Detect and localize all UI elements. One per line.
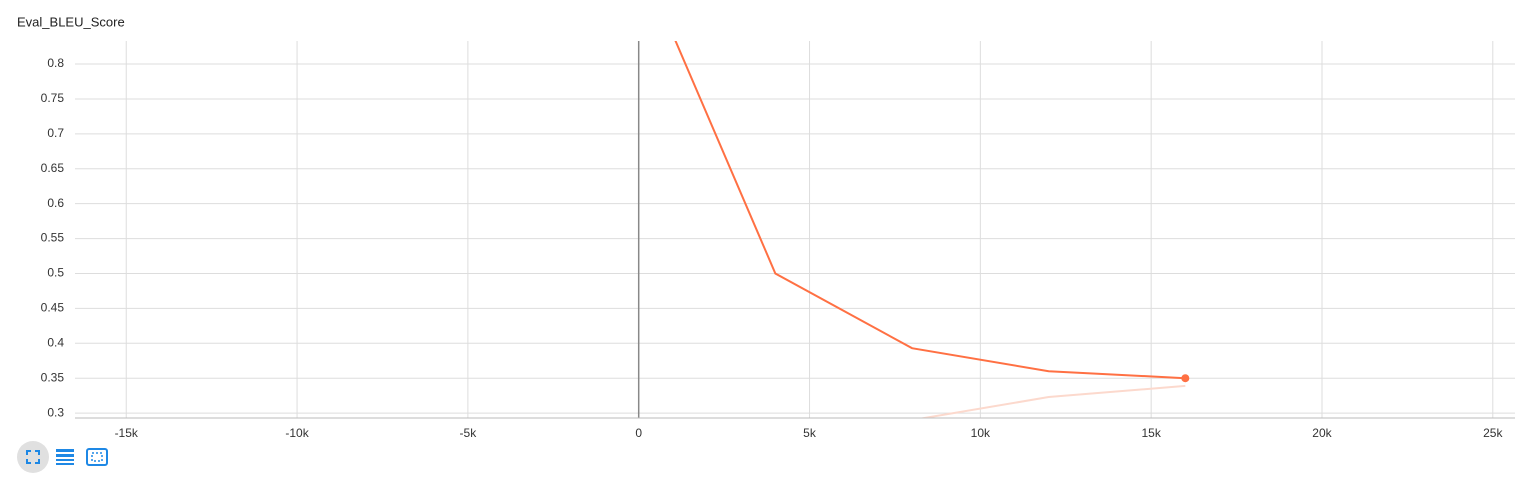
fit-domain-icon <box>26 450 40 464</box>
series-line <box>918 384 1186 418</box>
fit-domain-button[interactable] <box>17 441 49 473</box>
y-tick-label: 0.45 <box>41 301 65 315</box>
y-tick-label: 0.55 <box>41 231 65 245</box>
grid <box>75 41 1515 418</box>
y-tick-label: 0.7 <box>47 126 64 140</box>
x-tick-label: 5k <box>803 426 817 440</box>
series-line <box>674 41 1186 380</box>
y-tick-label: 0.8 <box>47 56 64 70</box>
x-tick-label: 0 <box>635 426 642 440</box>
plot-area <box>674 41 1190 418</box>
x-tick-label: 25k <box>1483 426 1503 440</box>
last-point <box>1181 374 1190 383</box>
x-tick-label: 10k <box>971 426 991 440</box>
y-tick-label: 0.6 <box>47 196 64 210</box>
chart-title: Eval_BLEU_Score <box>17 14 125 29</box>
y-tick-label: 0.5 <box>47 266 64 280</box>
x-tick-label: -15k <box>115 426 139 440</box>
x-tick-label: -10k <box>285 426 309 440</box>
reset-zoom-button[interactable] <box>86 448 108 466</box>
y-tick-label: 0.75 <box>41 91 65 105</box>
y-tick-label: 0.3 <box>47 405 64 419</box>
y-tick-label: 0.4 <box>47 335 64 349</box>
x-tick-label: 20k <box>1312 426 1332 440</box>
y-tick-label: 0.35 <box>41 370 65 384</box>
y-tick-label: 0.65 <box>41 161 65 175</box>
toolbar <box>17 441 108 473</box>
toggle-log-button[interactable] <box>56 449 74 465</box>
x-tick-label: 15k <box>1141 426 1161 440</box>
x-tick-label: -5k <box>460 426 478 440</box>
